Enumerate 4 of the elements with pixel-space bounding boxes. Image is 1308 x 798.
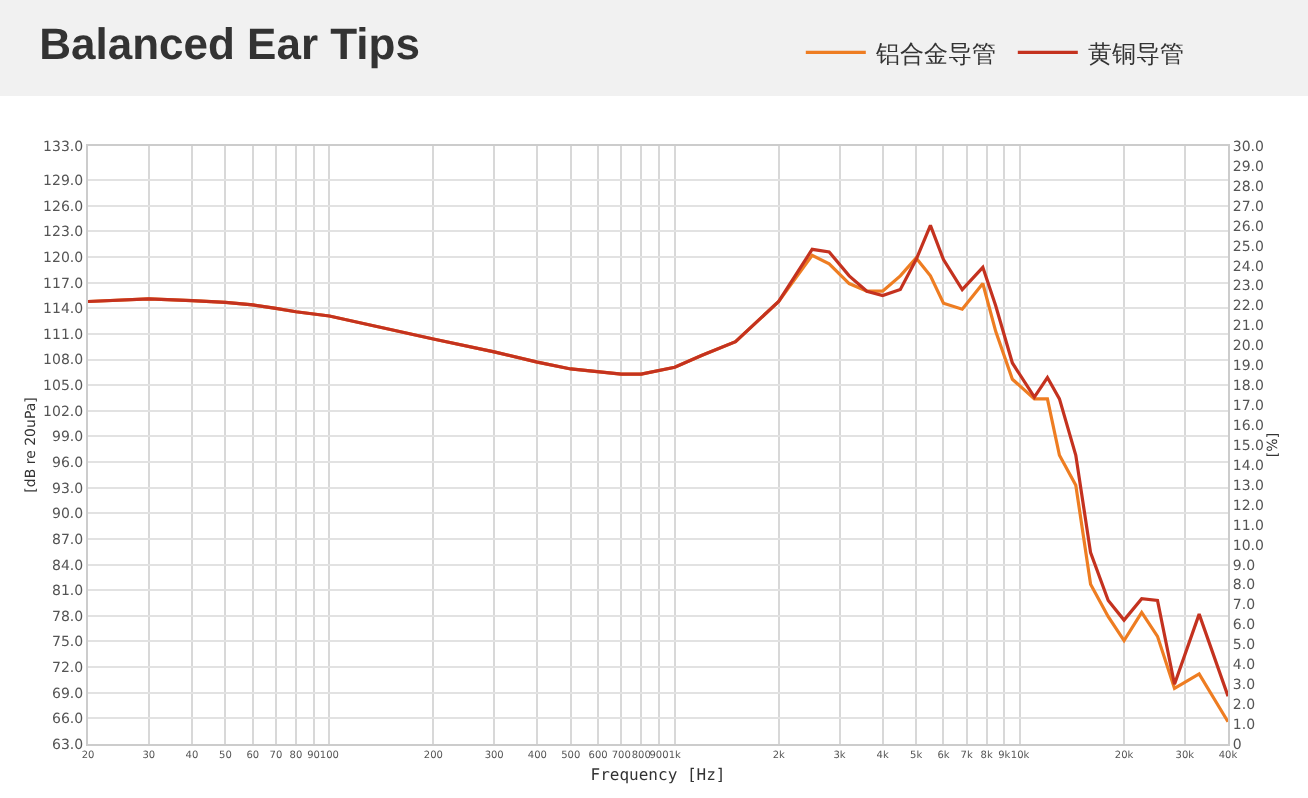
x-axis-title: Frequency [Hz] [590, 766, 726, 785]
legend-label: 铝合金导管 [873, 39, 996, 68]
legend-label: 黄铜导管 [1087, 39, 1184, 68]
chart-title: Balanced Ear Tips [39, 18, 420, 69]
